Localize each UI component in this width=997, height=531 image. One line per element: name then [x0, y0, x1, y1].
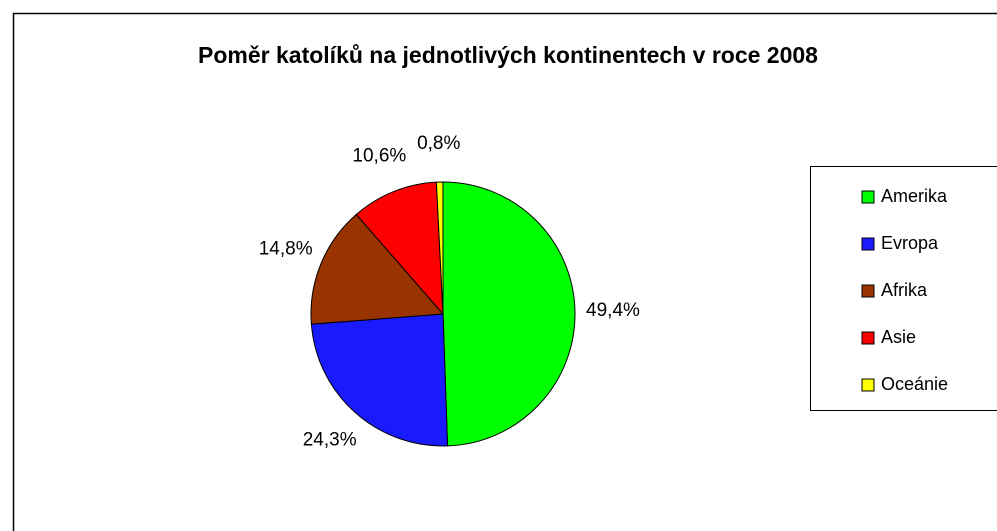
legend-label: Asie: [881, 327, 916, 347]
chart-title: Poměr katolíků na jednotlivých kontinent…: [198, 42, 818, 68]
data-label: 14,8%: [259, 239, 313, 260]
data-label: 24,3%: [303, 430, 357, 451]
data-label: 0,8%: [417, 133, 460, 154]
legend-swatch: [861, 237, 875, 251]
legend-label: Evropa: [881, 233, 939, 253]
pie-slice: [435, 181, 444, 315]
legend-label: Oceánie: [881, 374, 948, 394]
legend-swatch: [861, 190, 875, 204]
pie-slice: [355, 181, 444, 316]
legend-label: Amerika: [881, 186, 948, 206]
data-label: 10,6%: [352, 145, 406, 166]
pie-slice: [310, 213, 445, 325]
pie-slice: [310, 313, 449, 447]
legend-box: [810, 166, 997, 411]
legend-label: Afrika: [881, 280, 928, 300]
data-label: 49,4%: [586, 300, 640, 321]
legend-swatch: [861, 284, 875, 298]
legend-swatch: [861, 378, 875, 392]
legend-swatch: [861, 331, 875, 345]
pie-slice: [442, 181, 576, 447]
